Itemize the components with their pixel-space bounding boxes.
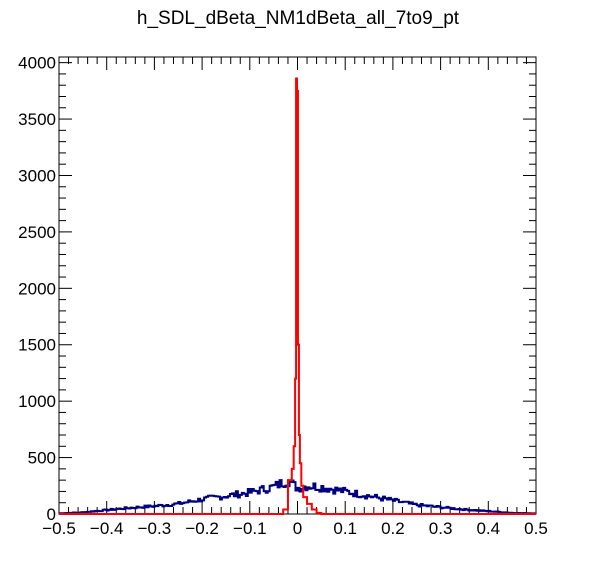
series-group: [59, 77, 536, 515]
y-tick-label: 500: [28, 449, 56, 468]
y-tick-label: 2000: [18, 279, 56, 298]
axis-ticks: [58, 57, 537, 515]
x-tick-label: 0.4: [476, 519, 500, 538]
y-tick-label: 0: [47, 505, 56, 524]
x-tick-label: −0.2: [185, 519, 219, 538]
x-tick-label: 0.1: [333, 519, 357, 538]
x-tick-label: −0.3: [138, 519, 172, 538]
chart-title: h_SDL_dBeta_NM1dBeta_all_7to9_pt: [136, 8, 460, 29]
x-tick-label: 0.3: [429, 519, 453, 538]
series-line-0: [59, 479, 536, 515]
x-tick-label: 0.2: [381, 519, 405, 538]
y-tick-label: 2500: [18, 223, 56, 242]
x-tick-label: −0.1: [233, 519, 267, 538]
y-tick-label: 3500: [18, 110, 56, 129]
x-tick-label: 0.5: [524, 519, 548, 538]
y-tick-label: 4000: [18, 54, 56, 73]
series-line-1: [59, 77, 536, 515]
y-tick-label: 1000: [18, 392, 56, 411]
x-tick-label: 0: [293, 519, 302, 538]
y-tick-label: 3000: [18, 166, 56, 185]
x-tick-label: −0.5: [42, 519, 76, 538]
x-tick-label: −0.4: [90, 519, 124, 538]
y-tick-label: 1500: [18, 336, 56, 355]
tick-labels: −0.5 −0.4 −0.3 −0.2 −0.1 0 0.1 0.2 0.3 0.4 0.5 0 500…: [18, 54, 548, 538]
